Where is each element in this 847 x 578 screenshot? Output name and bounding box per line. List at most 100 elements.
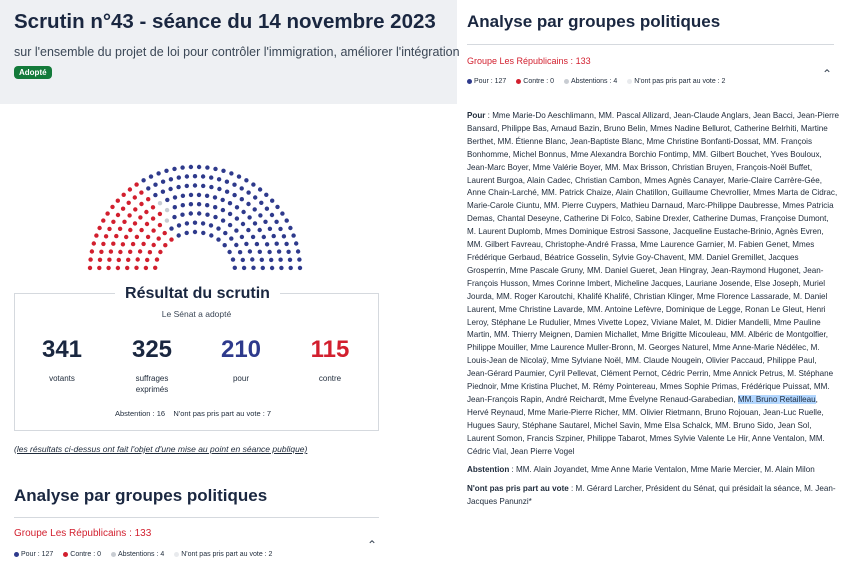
seat-dot: [234, 242, 239, 248]
highlighted-name: MM. Bruno Retailleau: [737, 394, 816, 404]
seat-dot: [101, 218, 106, 223]
abstention-heading: Abstention: [467, 465, 510, 475]
seat-dot: [291, 233, 296, 238]
seat-dot: [153, 192, 158, 198]
pour-dot-icon: [467, 78, 472, 84]
seat-dot: [246, 227, 251, 233]
legend-pour: Pour : 127: [474, 78, 507, 85]
seat-dot: [110, 204, 115, 210]
seat-dot: [150, 216, 156, 221]
seat-dot: [213, 214, 218, 220]
seat-dot: [172, 214, 177, 220]
seat-dot: [162, 230, 167, 236]
seat-dot: [196, 164, 202, 170]
page-subtitle: sur l'ensemble du projet de loi pour con…: [14, 45, 460, 59]
seat-dot: [237, 250, 243, 255]
seat-dot: [270, 198, 275, 203]
group-name[interactable]: Groupe Les Républicains : 133: [14, 528, 152, 539]
seat-dot: [247, 249, 253, 254]
seat-dot: [143, 265, 149, 271]
nppv-heading: N'ont pas pris part au vote: [467, 484, 569, 494]
seat-dot: [220, 207, 226, 213]
seat-dot: [180, 212, 185, 217]
seat-dot: [246, 190, 251, 195]
seat-dot: [99, 249, 104, 254]
seat-dot: [294, 241, 299, 246]
seat-dot: [232, 265, 237, 270]
seat-dot: [271, 233, 276, 239]
seat-dot: [223, 230, 228, 236]
contre-label: contre: [318, 374, 342, 383]
seat-dot: [229, 236, 234, 241]
seat-dot: [180, 193, 186, 198]
seat-dot: [176, 223, 182, 228]
seat-dot: [200, 221, 206, 226]
seat-dot: [257, 187, 263, 192]
seat-dot: [227, 201, 233, 206]
seat-dot: [264, 206, 270, 211]
seat-dot: [287, 257, 293, 262]
seat-dot: [209, 233, 214, 238]
seat-dot: [204, 193, 210, 198]
seat-dot: [196, 202, 202, 207]
nppv-names: M. Gérard Larcher, Président du Sénat, q…: [467, 484, 836, 507]
seat-dot: [134, 234, 140, 240]
seat-dot: [295, 249, 301, 254]
stat-votants: 341 votants: [22, 336, 102, 384]
seat-dot: [111, 219, 116, 224]
seat-dot: [111, 241, 116, 246]
seat-dot: [205, 165, 210, 170]
seat-dot: [141, 178, 146, 183]
seat-dot: [137, 249, 143, 254]
seat-dot: [246, 201, 251, 207]
seat-dot: [116, 257, 121, 263]
group-accordion-expanded[interactable]: Groupe Les Républicains : 133 Pour : 127…: [467, 44, 834, 99]
results-note-link[interactable]: (les résultats ci-dessus ont fait l'obje…: [14, 444, 308, 454]
seat-dot: [184, 230, 189, 236]
seat-dot: [156, 236, 161, 241]
seat-dot: [247, 215, 252, 220]
seat-dot: [192, 229, 198, 235]
seat-dot: [101, 241, 106, 247]
seat-dot: [160, 189, 166, 194]
seat-dot: [87, 265, 93, 271]
seat-dot: [241, 265, 247, 271]
seat-dot: [227, 211, 233, 217]
seat-dot: [172, 205, 177, 210]
seat-dot: [169, 237, 174, 242]
group-accordion[interactable]: Groupe Les Républicains : 133 Pour : 127…: [14, 517, 379, 571]
group-name[interactable]: Groupe Les Républicains : 133: [467, 56, 591, 66]
nppv-paragraph: N'ont pas pris part au vote : M. Gérard …: [467, 484, 836, 507]
seat-dot: [217, 186, 222, 192]
legend-pour: Pour : 127: [21, 551, 54, 558]
pour-value: 210: [220, 336, 262, 363]
seat-dot: [165, 197, 170, 203]
seat-dot: [153, 182, 158, 187]
seat-dot: [269, 257, 274, 263]
chevron-up-icon[interactable]: ⌃: [366, 538, 377, 552]
seat-dot: [239, 197, 244, 202]
seat-dot: [244, 241, 249, 247]
seat-dot: [216, 237, 221, 242]
seat-dot: [188, 211, 193, 216]
seat-dot: [157, 211, 163, 217]
status-badge: Adopté: [14, 66, 52, 79]
chevron-up-icon[interactable]: ⌃: [821, 67, 832, 81]
seat-dot: [222, 243, 227, 248]
seat-dot: [192, 220, 198, 225]
seat-dot: [158, 249, 163, 255]
seat-dot: [254, 241, 260, 247]
seat-dot: [240, 221, 246, 227]
seat-dot: [205, 212, 210, 217]
seat-dot: [274, 241, 279, 246]
seat-dot: [176, 175, 181, 180]
seat-dot: [188, 202, 194, 207]
seat-dot: [132, 221, 138, 226]
seat-dot: [169, 226, 174, 231]
seat-dot: [234, 205, 240, 210]
seat-dot: [188, 164, 194, 170]
seat-dot: [192, 174, 198, 179]
seat-dot: [209, 184, 214, 190]
page-title: Scrutin n°43 - séance du 14 novembre 202…: [14, 10, 436, 33]
seat-dot: [160, 179, 166, 184]
